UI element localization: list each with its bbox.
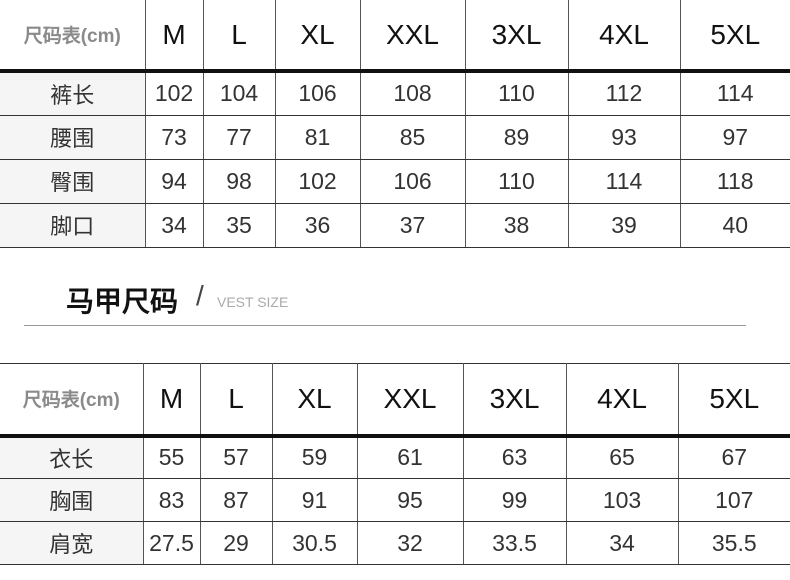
size-value: 40 (679, 203, 790, 248)
size-value: 61 (356, 435, 463, 479)
size-value: 33.5 (462, 521, 566, 565)
size-value: 38 (464, 203, 568, 248)
table-row: 裤长 102 104 106 108 110 112 114 (0, 71, 790, 116)
vest-section-title: 马甲尺码 (66, 286, 179, 317)
size-value: 83 (142, 478, 200, 522)
table-row: 臀围 94 98 102 106 110 114 118 (0, 159, 790, 204)
size-value: 106 (274, 71, 360, 116)
size-header: M (144, 0, 203, 73)
size-value: 102 (144, 71, 203, 116)
size-value: 98 (202, 159, 275, 204)
size-value: 99 (462, 478, 566, 522)
size-value: 73 (144, 115, 203, 160)
size-value: 37 (359, 203, 465, 248)
size-header: L (199, 363, 272, 438)
size-value: 65 (565, 435, 678, 479)
size-value: 35.5 (677, 521, 790, 565)
row-label: 腰围 (0, 115, 145, 160)
size-value: 103 (565, 478, 678, 522)
table-row: 衣长 55 57 59 61 63 65 67 (0, 435, 790, 479)
size-value: 67 (677, 435, 790, 479)
size-value: 114 (679, 71, 790, 116)
size-value: 34 (144, 203, 203, 248)
size-value: 59 (271, 435, 357, 479)
section-divider (24, 325, 746, 326)
size-value: 29 (199, 521, 272, 565)
row-label: 裤长 (0, 71, 145, 116)
size-value: 87 (199, 478, 272, 522)
size-header: 5XL (679, 0, 790, 73)
size-value: 112 (567, 71, 680, 116)
size-header: 4XL (567, 0, 680, 73)
size-value: 95 (356, 478, 463, 522)
size-header: L (202, 0, 275, 73)
size-value: 89 (464, 115, 568, 160)
size-value: 106 (359, 159, 465, 204)
table-row: 脚口 34 35 36 37 38 39 40 (0, 203, 790, 248)
size-value: 39 (567, 203, 680, 248)
row-label: 脚口 (0, 203, 145, 248)
vest-section-subtitle: VEST SIZE (217, 294, 289, 310)
size-header: M (142, 363, 200, 438)
size-value: 91 (271, 478, 357, 522)
size-header: XL (274, 0, 360, 73)
size-header: 5XL (677, 363, 790, 438)
row-label: 胸围 (0, 478, 143, 522)
size-value: 110 (464, 159, 568, 204)
size-value: 34 (565, 521, 678, 565)
size-value: 35 (202, 203, 275, 248)
size-header: XXL (359, 0, 465, 73)
size-value: 55 (142, 435, 200, 479)
size-value: 77 (202, 115, 275, 160)
size-value: 104 (202, 71, 275, 116)
header-row: 尺码表(cm) M L XL XXL 3XL 4XL 5XL (0, 363, 790, 438)
size-value: 36 (274, 203, 360, 248)
size-value: 102 (274, 159, 360, 204)
table-row: 腰围 73 77 81 85 89 93 97 (0, 115, 790, 160)
size-value: 108 (359, 71, 465, 116)
size-value: 32 (356, 521, 463, 565)
size-value: 110 (464, 71, 568, 116)
size-value: 94 (144, 159, 203, 204)
size-value: 63 (462, 435, 566, 479)
size-value: 57 (199, 435, 272, 479)
title-slash: / (196, 280, 204, 311)
size-header: 3XL (462, 363, 566, 438)
size-header: 3XL (464, 0, 568, 73)
row-label: 肩宽 (0, 521, 143, 565)
size-header: XXL (356, 363, 463, 438)
size-value: 114 (567, 159, 680, 204)
size-value: 27.5 (142, 521, 200, 565)
table-row: 胸围 83 87 91 95 99 103 107 (0, 478, 790, 522)
size-header: 4XL (565, 363, 678, 438)
header-label: 尺码表(cm) (0, 0, 145, 73)
size-value: 93 (567, 115, 680, 160)
size-value: 81 (274, 115, 360, 160)
row-label: 臀围 (0, 159, 145, 204)
vest-size-table: 尺码表(cm) M L XL XXL 3XL 4XL 5XL 衣长 55 57 59 6… (0, 363, 790, 565)
table-row: 肩宽 27.5 29 30.5 32 33.5 34 35.5 (0, 521, 790, 565)
size-value: 30.5 (271, 521, 357, 565)
size-value: 85 (359, 115, 465, 160)
header-label: 尺码表(cm) (0, 363, 143, 438)
size-value: 97 (679, 115, 790, 160)
pants-size-table: 尺码表(cm) M L XL XXL 3XL 4XL 5XL 裤长 102 104 1… (0, 0, 790, 248)
size-value: 107 (677, 478, 790, 522)
header-row: 尺码表(cm) M L XL XXL 3XL 4XL 5XL (0, 0, 790, 73)
size-header: XL (271, 363, 357, 438)
size-value: 118 (679, 159, 790, 204)
row-label: 衣长 (0, 435, 143, 479)
